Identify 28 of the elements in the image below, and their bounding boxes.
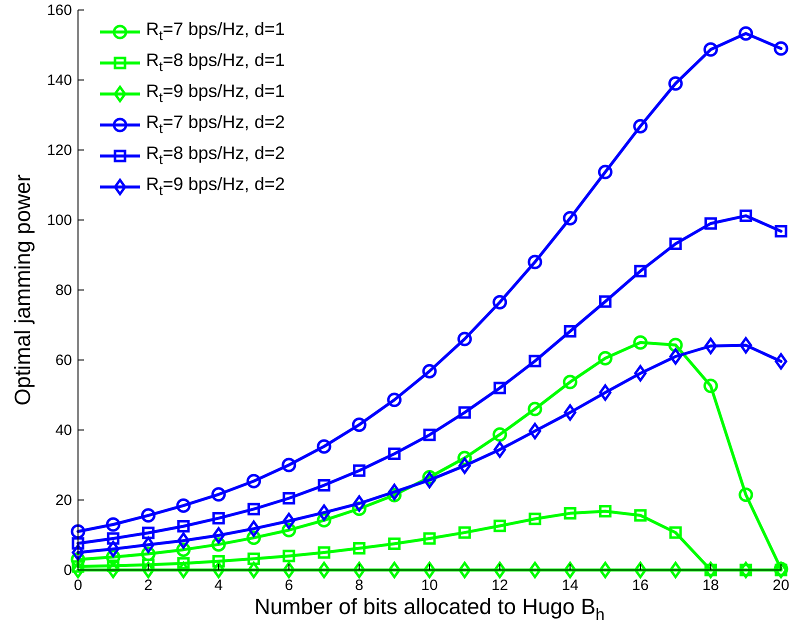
x-tick-label: 20 bbox=[772, 577, 790, 594]
x-tick-label: 12 bbox=[491, 577, 508, 594]
x-axis-title: Number of bits allocated to Hugo B$_{h}$ bbox=[254, 594, 605, 622]
y-tick-label: 160 bbox=[46, 2, 72, 19]
legend-label: R$_{t}$=7 bps/Hz, d=2 bbox=[146, 112, 285, 136]
y-tick-label: 100 bbox=[46, 212, 72, 229]
y-tick-label: 120 bbox=[46, 142, 72, 159]
legend-label: R$_{t}$=9 bps/Hz, d=1 bbox=[146, 81, 285, 105]
legend-label: R$_{t}$=8 bps/Hz, d=1 bbox=[146, 50, 285, 74]
x-tick-label: 8 bbox=[355, 577, 364, 594]
legend-label: R$_{t}$=7 bps/Hz, d=1 bbox=[146, 19, 285, 43]
y-tick-label: 20 bbox=[55, 492, 72, 509]
y-tick-label: 60 bbox=[55, 352, 72, 369]
x-tick-label: 6 bbox=[284, 577, 294, 594]
x-tick-label: 4 bbox=[214, 577, 223, 594]
x-tick-label: 10 bbox=[421, 577, 438, 594]
legend-label: R$_{t}$=8 bps/Hz, d=2 bbox=[146, 143, 285, 167]
x-tick-label: 18 bbox=[702, 577, 720, 594]
y-tick-label: 40 bbox=[55, 422, 72, 439]
x-tick-label: 16 bbox=[632, 577, 649, 594]
legend-label: R$_{t}$=9 bps/Hz, d=2 bbox=[146, 174, 285, 198]
y-tick-label: 140 bbox=[46, 72, 72, 89]
x-tick-label: 14 bbox=[562, 577, 578, 594]
x-tick-label: 0 bbox=[74, 577, 82, 594]
y-tick-label: 80 bbox=[55, 282, 72, 299]
y-tick-label: 0 bbox=[64, 562, 72, 579]
x-tick-label: 2 bbox=[144, 577, 152, 594]
y-axis-title: Optimal jamming power bbox=[10, 174, 35, 406]
